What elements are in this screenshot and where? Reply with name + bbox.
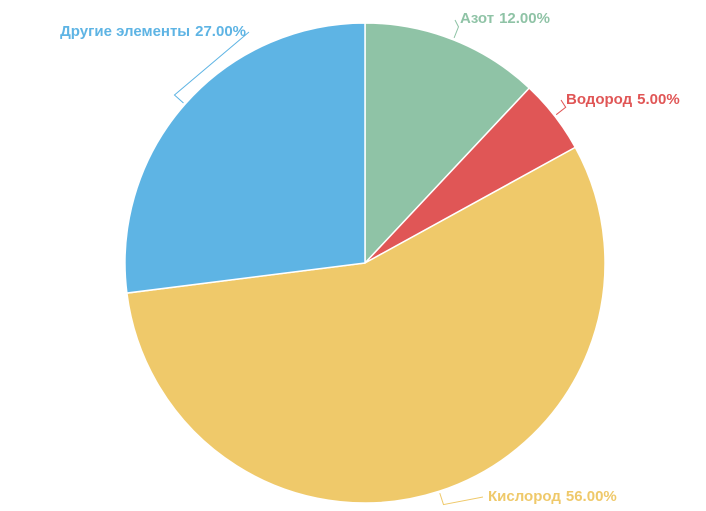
slice-value: 27.00% — [195, 23, 246, 40]
slice-label: Азот 12.00% — [460, 10, 550, 27]
leader-line — [453, 19, 460, 39]
slice-value: 5.00% — [637, 91, 680, 108]
slice-name: Водород — [566, 91, 633, 108]
slice-label: Другие элементы 27.00% — [60, 23, 246, 40]
slice-value: 12.00% — [499, 10, 550, 27]
leader-line — [555, 99, 567, 116]
slice-name: Другие элементы — [60, 23, 190, 40]
slice-name: Кислород — [488, 488, 561, 505]
slice-name: Азот — [460, 10, 494, 27]
slice-label: Кислород 56.00% — [488, 488, 617, 505]
leader-line — [173, 31, 250, 104]
pie-slice — [364, 22, 531, 265]
pie-slice — [126, 146, 606, 504]
slice-label: Водород 5.00% — [566, 91, 680, 108]
leader-line — [439, 493, 484, 506]
slice-value: 56.00% — [566, 488, 617, 505]
pie-slice — [124, 22, 366, 294]
